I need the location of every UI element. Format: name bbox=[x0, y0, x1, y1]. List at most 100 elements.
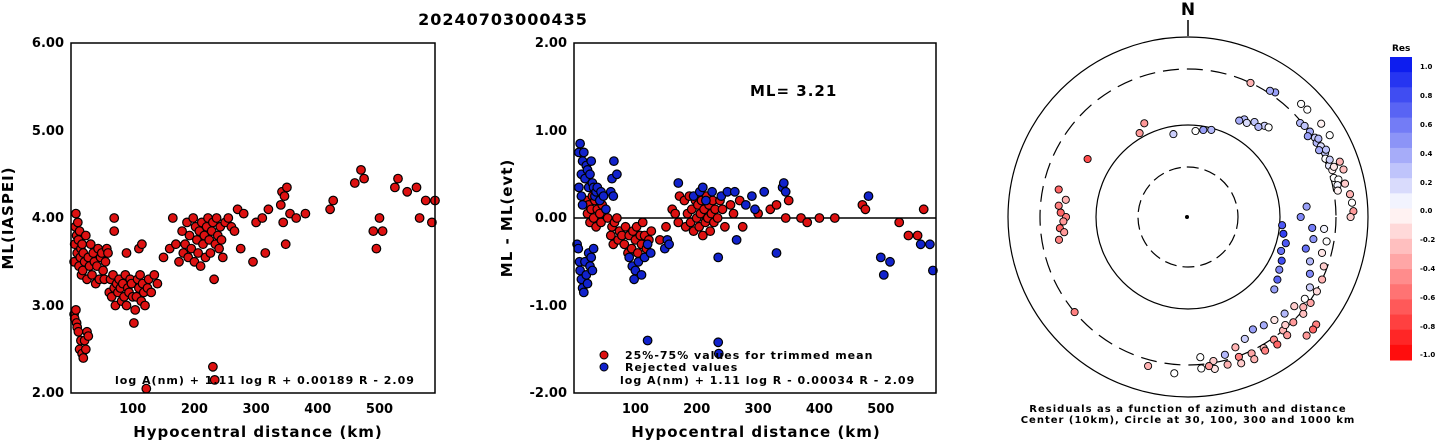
data-point bbox=[193, 248, 204, 258]
middle-ytick: 0.00 bbox=[535, 211, 567, 226]
data-point bbox=[411, 182, 422, 193]
residual-point bbox=[1054, 235, 1064, 244]
data-point bbox=[642, 239, 653, 250]
colorbar-cell bbox=[1390, 102, 1412, 119]
data-point bbox=[697, 230, 708, 241]
colorbar-tick: 0.6 bbox=[1420, 121, 1433, 129]
left-xlabel: Hypocentral distance (km) bbox=[133, 423, 383, 441]
residual-point bbox=[1070, 308, 1079, 317]
residual-point bbox=[1302, 202, 1311, 211]
data-point bbox=[374, 213, 385, 223]
legend-marker-blue bbox=[599, 362, 609, 372]
data-point bbox=[725, 199, 736, 210]
residual-point bbox=[1289, 318, 1298, 327]
data-point bbox=[136, 239, 147, 250]
residual-point bbox=[1345, 190, 1355, 199]
residual-point bbox=[1250, 355, 1259, 364]
data-point bbox=[588, 243, 599, 254]
residual-point bbox=[1301, 244, 1310, 253]
data-point bbox=[636, 270, 647, 280]
data-point bbox=[70, 208, 81, 219]
data-point bbox=[414, 213, 425, 223]
residual-point bbox=[1054, 201, 1063, 210]
data-point bbox=[578, 287, 589, 298]
residual-point bbox=[1242, 118, 1251, 127]
colorbar-cell bbox=[1390, 117, 1412, 134]
data-point bbox=[349, 178, 360, 188]
colorbar-cell bbox=[1390, 87, 1412, 103]
data-point bbox=[80, 344, 91, 355]
data-point bbox=[87, 270, 97, 280]
data-point bbox=[214, 243, 225, 254]
middle-ytick: -1.00 bbox=[530, 299, 567, 314]
data-point bbox=[167, 213, 178, 223]
middle-xlabel: Hypocentral distance (km) bbox=[631, 423, 881, 441]
data-point bbox=[260, 248, 271, 258]
residual-point bbox=[1144, 361, 1153, 371]
data-point bbox=[778, 178, 789, 188]
data-point bbox=[100, 256, 111, 267]
data-point bbox=[217, 252, 228, 263]
residual-point bbox=[1340, 179, 1350, 188]
data-point bbox=[575, 138, 585, 149]
residual-point bbox=[1240, 334, 1249, 343]
residual-point bbox=[1231, 343, 1240, 352]
residual-point bbox=[1281, 320, 1290, 330]
data-point bbox=[78, 353, 89, 363]
data-point bbox=[598, 191, 609, 202]
residual-point bbox=[1196, 353, 1205, 362]
data-point bbox=[130, 305, 141, 315]
middle-ytick: 1.00 bbox=[535, 124, 567, 139]
data-point bbox=[780, 186, 791, 197]
data-point bbox=[573, 243, 584, 254]
data-point bbox=[158, 252, 169, 263]
data-point bbox=[829, 213, 840, 223]
residual-point bbox=[1297, 99, 1306, 108]
residual-point bbox=[1283, 331, 1292, 340]
residual-point bbox=[1296, 212, 1305, 222]
data-point bbox=[740, 199, 751, 210]
residual-point bbox=[1312, 287, 1321, 296]
residual-point bbox=[1220, 350, 1229, 359]
data-point bbox=[783, 195, 794, 206]
data-point bbox=[586, 156, 597, 167]
residual-point bbox=[1261, 346, 1270, 355]
data-point bbox=[670, 208, 681, 219]
colorbar-cell bbox=[1390, 299, 1412, 316]
residual-point bbox=[1207, 125, 1216, 134]
residual-point bbox=[1308, 223, 1317, 232]
residual-point bbox=[1300, 121, 1309, 130]
data-point bbox=[371, 243, 382, 254]
middle-xtick: 300 bbox=[745, 402, 772, 417]
residual-point bbox=[1246, 78, 1255, 87]
colorbar-cell bbox=[1390, 253, 1412, 270]
residual-point bbox=[1305, 257, 1315, 266]
residual-point bbox=[1199, 125, 1208, 135]
data-point bbox=[596, 217, 606, 228]
data-point bbox=[121, 248, 132, 258]
data-point bbox=[620, 221, 631, 232]
residual-point bbox=[1333, 186, 1342, 195]
data-point bbox=[377, 226, 388, 237]
data-point bbox=[195, 261, 206, 272]
data-point bbox=[737, 221, 748, 232]
data-point bbox=[121, 300, 132, 311]
residual-point bbox=[1254, 122, 1263, 131]
data-point bbox=[174, 256, 184, 267]
left-yticks: 2.00 3.00 4.00 5.00 6.00 bbox=[32, 36, 64, 401]
data-point bbox=[207, 361, 218, 372]
data-point bbox=[170, 239, 181, 250]
residual-point bbox=[1280, 309, 1289, 318]
residual-point bbox=[1197, 364, 1206, 373]
residual-point bbox=[1140, 119, 1149, 128]
residual-point bbox=[1056, 208, 1065, 217]
data-point bbox=[619, 239, 630, 250]
data-point bbox=[585, 169, 595, 180]
colorbar-tick: 0.2 bbox=[1420, 179, 1433, 187]
left-ytick: 3.00 bbox=[32, 299, 64, 314]
data-point bbox=[578, 147, 589, 158]
data-point bbox=[393, 173, 403, 184]
data-point bbox=[279, 191, 290, 202]
data-point bbox=[720, 221, 730, 232]
